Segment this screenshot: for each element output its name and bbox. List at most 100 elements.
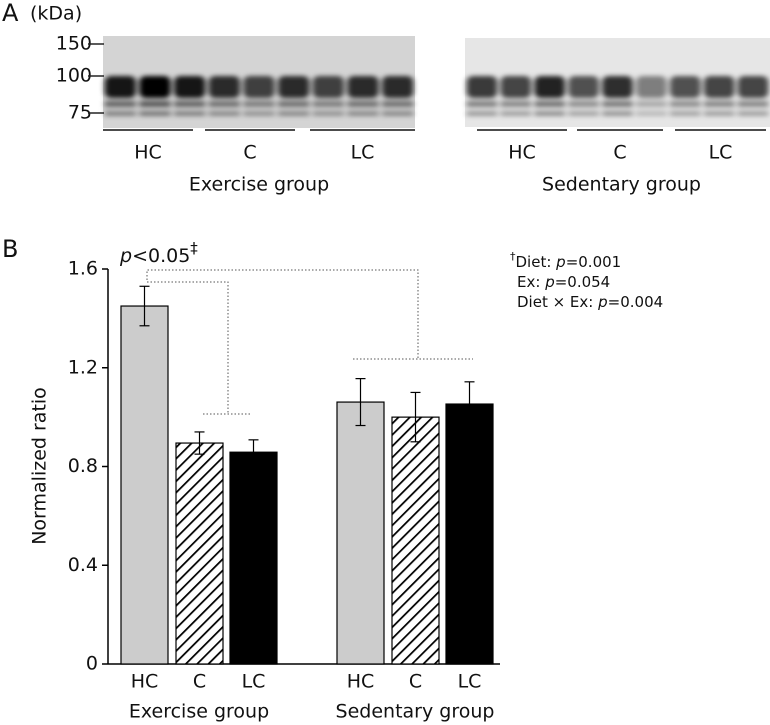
band (382, 101, 414, 107)
band (737, 101, 769, 107)
band (466, 101, 498, 107)
band (670, 76, 701, 98)
band (500, 76, 532, 98)
unit-label: (kDa) (30, 3, 82, 25)
band (139, 101, 171, 107)
p-symbol: p (544, 273, 555, 291)
stat-line: Ex: p=0.054 (517, 273, 610, 291)
band (737, 111, 769, 116)
band (703, 111, 735, 116)
sig-mark: ‡ (190, 239, 198, 257)
band (636, 76, 667, 98)
group-label: Exercise group (129, 701, 269, 723)
stat-text: Diet × Ex: (517, 293, 598, 311)
band (347, 111, 379, 116)
band (636, 101, 667, 107)
band (602, 111, 633, 116)
band (382, 111, 414, 116)
x-tick-label: C (409, 671, 422, 693)
stat-line: †Diet: p=0.001 (510, 250, 621, 271)
bar (120, 305, 169, 665)
band (568, 101, 599, 107)
stat-p: =0.004 (608, 293, 664, 311)
band (208, 76, 240, 98)
x-tick-label: HC (131, 671, 159, 693)
lane-label: HC (134, 142, 162, 164)
band (670, 111, 701, 116)
band (670, 101, 701, 107)
band (382, 76, 414, 98)
y-tick-label: 0 (86, 653, 98, 675)
band (347, 101, 379, 107)
band (139, 111, 171, 116)
band (568, 111, 599, 116)
bar (391, 416, 440, 665)
band (466, 111, 498, 116)
x-tick-label: LC (242, 671, 266, 693)
band (243, 101, 275, 107)
p-symbol: p (119, 245, 132, 267)
band (703, 101, 735, 107)
lane-label: HC (508, 142, 536, 164)
band (208, 111, 240, 116)
bar (445, 403, 494, 665)
band (466, 76, 498, 98)
band (500, 101, 532, 107)
band (243, 111, 275, 116)
band (174, 101, 206, 107)
lane-label: LC (709, 142, 733, 164)
y-tick-label: 0.4 (68, 554, 98, 576)
lane-label: C (243, 142, 256, 164)
stat-mark: † (510, 250, 516, 263)
panel-label: A (2, 0, 19, 27)
stat-text: Ex: (517, 273, 545, 291)
band (278, 111, 310, 116)
y-tick-label: 0.8 (68, 455, 98, 477)
band (737, 76, 769, 98)
significance: p<0.05‡ (119, 239, 198, 267)
marker-label: 100 (56, 65, 92, 87)
stat-p: =0.001 (566, 253, 622, 271)
band (312, 101, 344, 107)
bands (104, 76, 769, 116)
band (104, 76, 136, 98)
stat-text: Diet: (516, 253, 557, 271)
band (278, 101, 310, 107)
y-axis-label: Normalized ratio (29, 387, 51, 545)
p-symbol: p (555, 253, 566, 271)
marker-label: 75 (68, 102, 92, 124)
lane-label: LC (351, 142, 375, 164)
x-tick-label: C (193, 671, 206, 693)
bracket (147, 281, 229, 414)
band (139, 76, 171, 98)
y-tick-label: 1.2 (68, 356, 98, 378)
blot-group-label: Sedentary group (542, 174, 701, 196)
p-symbol: p (597, 293, 608, 311)
band (602, 101, 633, 107)
bracket (146, 269, 419, 358)
bar (336, 401, 385, 665)
sig-text: <0.05 (132, 245, 190, 267)
band (636, 111, 667, 116)
band (534, 76, 565, 98)
lane-label: C (613, 142, 626, 164)
band (312, 76, 344, 98)
panel-label: B (2, 235, 18, 263)
x-tick-label: LC (458, 671, 482, 693)
band (104, 111, 136, 116)
band (243, 76, 275, 98)
band (602, 76, 633, 98)
band (703, 76, 735, 98)
band (312, 111, 344, 116)
y-tick-label: 1.6 (68, 258, 98, 280)
x-tick-label: HC (347, 671, 375, 693)
band (208, 101, 240, 107)
band (347, 76, 379, 98)
bar (175, 442, 224, 665)
band (174, 76, 206, 98)
band (534, 101, 565, 107)
band (534, 111, 565, 116)
band (104, 101, 136, 107)
stat-line: Diet × Ex: p=0.004 (517, 293, 663, 311)
